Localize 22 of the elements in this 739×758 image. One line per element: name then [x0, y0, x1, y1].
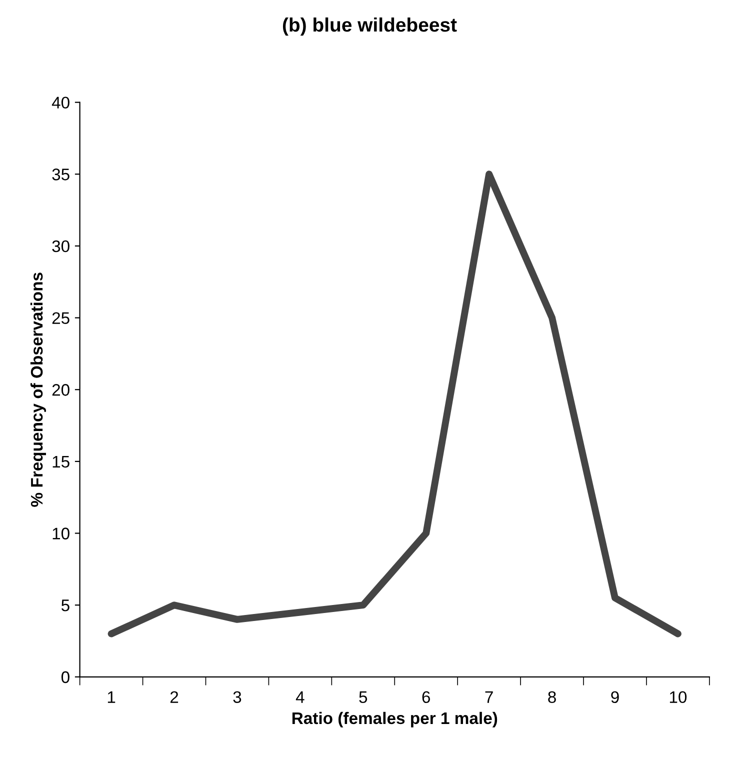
y-tick-label: 25: [52, 312, 70, 324]
x-tick-label: 3: [233, 691, 242, 704]
x-tick-label: 8: [548, 691, 556, 704]
y-tick-label: 15: [52, 456, 70, 468]
y-tick-label: 40: [52, 96, 70, 109]
x-tick-label: 10: [670, 691, 687, 704]
y-tick-label: 0: [61, 671, 70, 684]
x-tick-label: 7: [485, 691, 493, 703]
y-tick-label: 10: [52, 528, 70, 540]
y-tick-label: 20: [52, 384, 70, 396]
x-tick-label: 4: [296, 691, 304, 703]
x-tick-label: 2: [170, 691, 178, 703]
y-axis-title: % Frequency of Observations: [30, 272, 46, 507]
x-tick-label: 5: [359, 691, 368, 704]
y-tick-label: 5: [61, 600, 70, 612]
y-tick-label: 35: [52, 168, 70, 180]
y-tick-label: 30: [52, 240, 70, 252]
x-tick-label: 6: [422, 691, 430, 704]
chart-title: (b) blue wildebeest: [282, 17, 457, 36]
x-axis-title: Ratio (females per 1 male): [292, 712, 498, 728]
x-tick-label: 9: [611, 691, 619, 704]
x-tick-label: 1: [108, 691, 116, 703]
